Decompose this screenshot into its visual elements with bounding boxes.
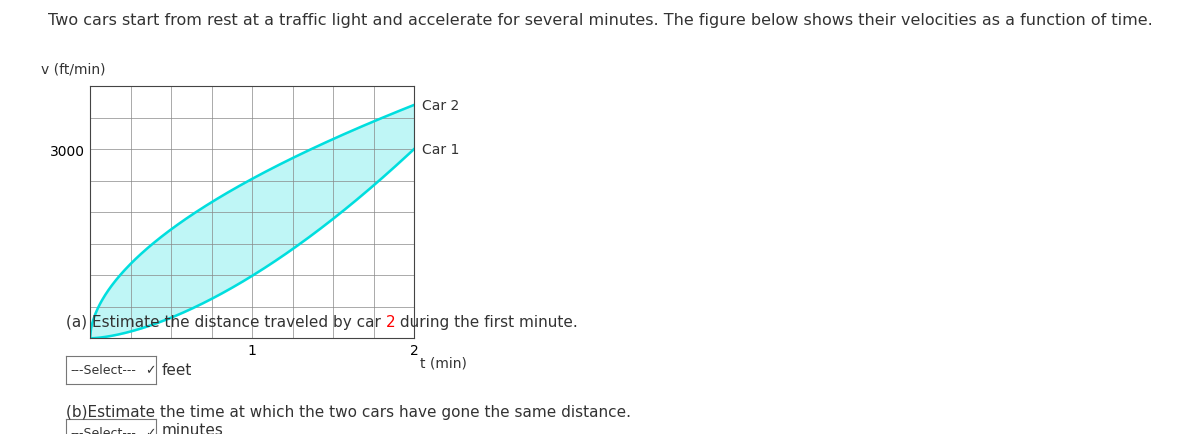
Text: ---Select---: ---Select--- [71, 427, 137, 434]
Text: v (ft/min): v (ft/min) [41, 63, 106, 77]
Text: Car 1: Car 1 [422, 143, 460, 157]
Text: (b)Estimate the time at which the two cars have gone the same distance.: (b)Estimate the time at which the two ca… [66, 404, 631, 418]
Text: ✓: ✓ [145, 427, 156, 434]
Text: Two cars start from rest at a traffic light and accelerate for several minutes. : Two cars start from rest at a traffic li… [48, 13, 1152, 28]
Text: feet: feet [162, 362, 192, 377]
Text: (a) Estimate the distance traveled by car: (a) Estimate the distance traveled by ca… [66, 315, 385, 329]
Text: ✓: ✓ [145, 364, 156, 376]
Text: Car 2: Car 2 [422, 99, 460, 113]
Text: 2: 2 [385, 315, 395, 329]
Text: minutes: minutes [162, 422, 224, 434]
Text: ---Select---: ---Select--- [71, 364, 137, 376]
Text: t (min): t (min) [420, 356, 467, 370]
Text: during the first minute.: during the first minute. [395, 315, 578, 329]
